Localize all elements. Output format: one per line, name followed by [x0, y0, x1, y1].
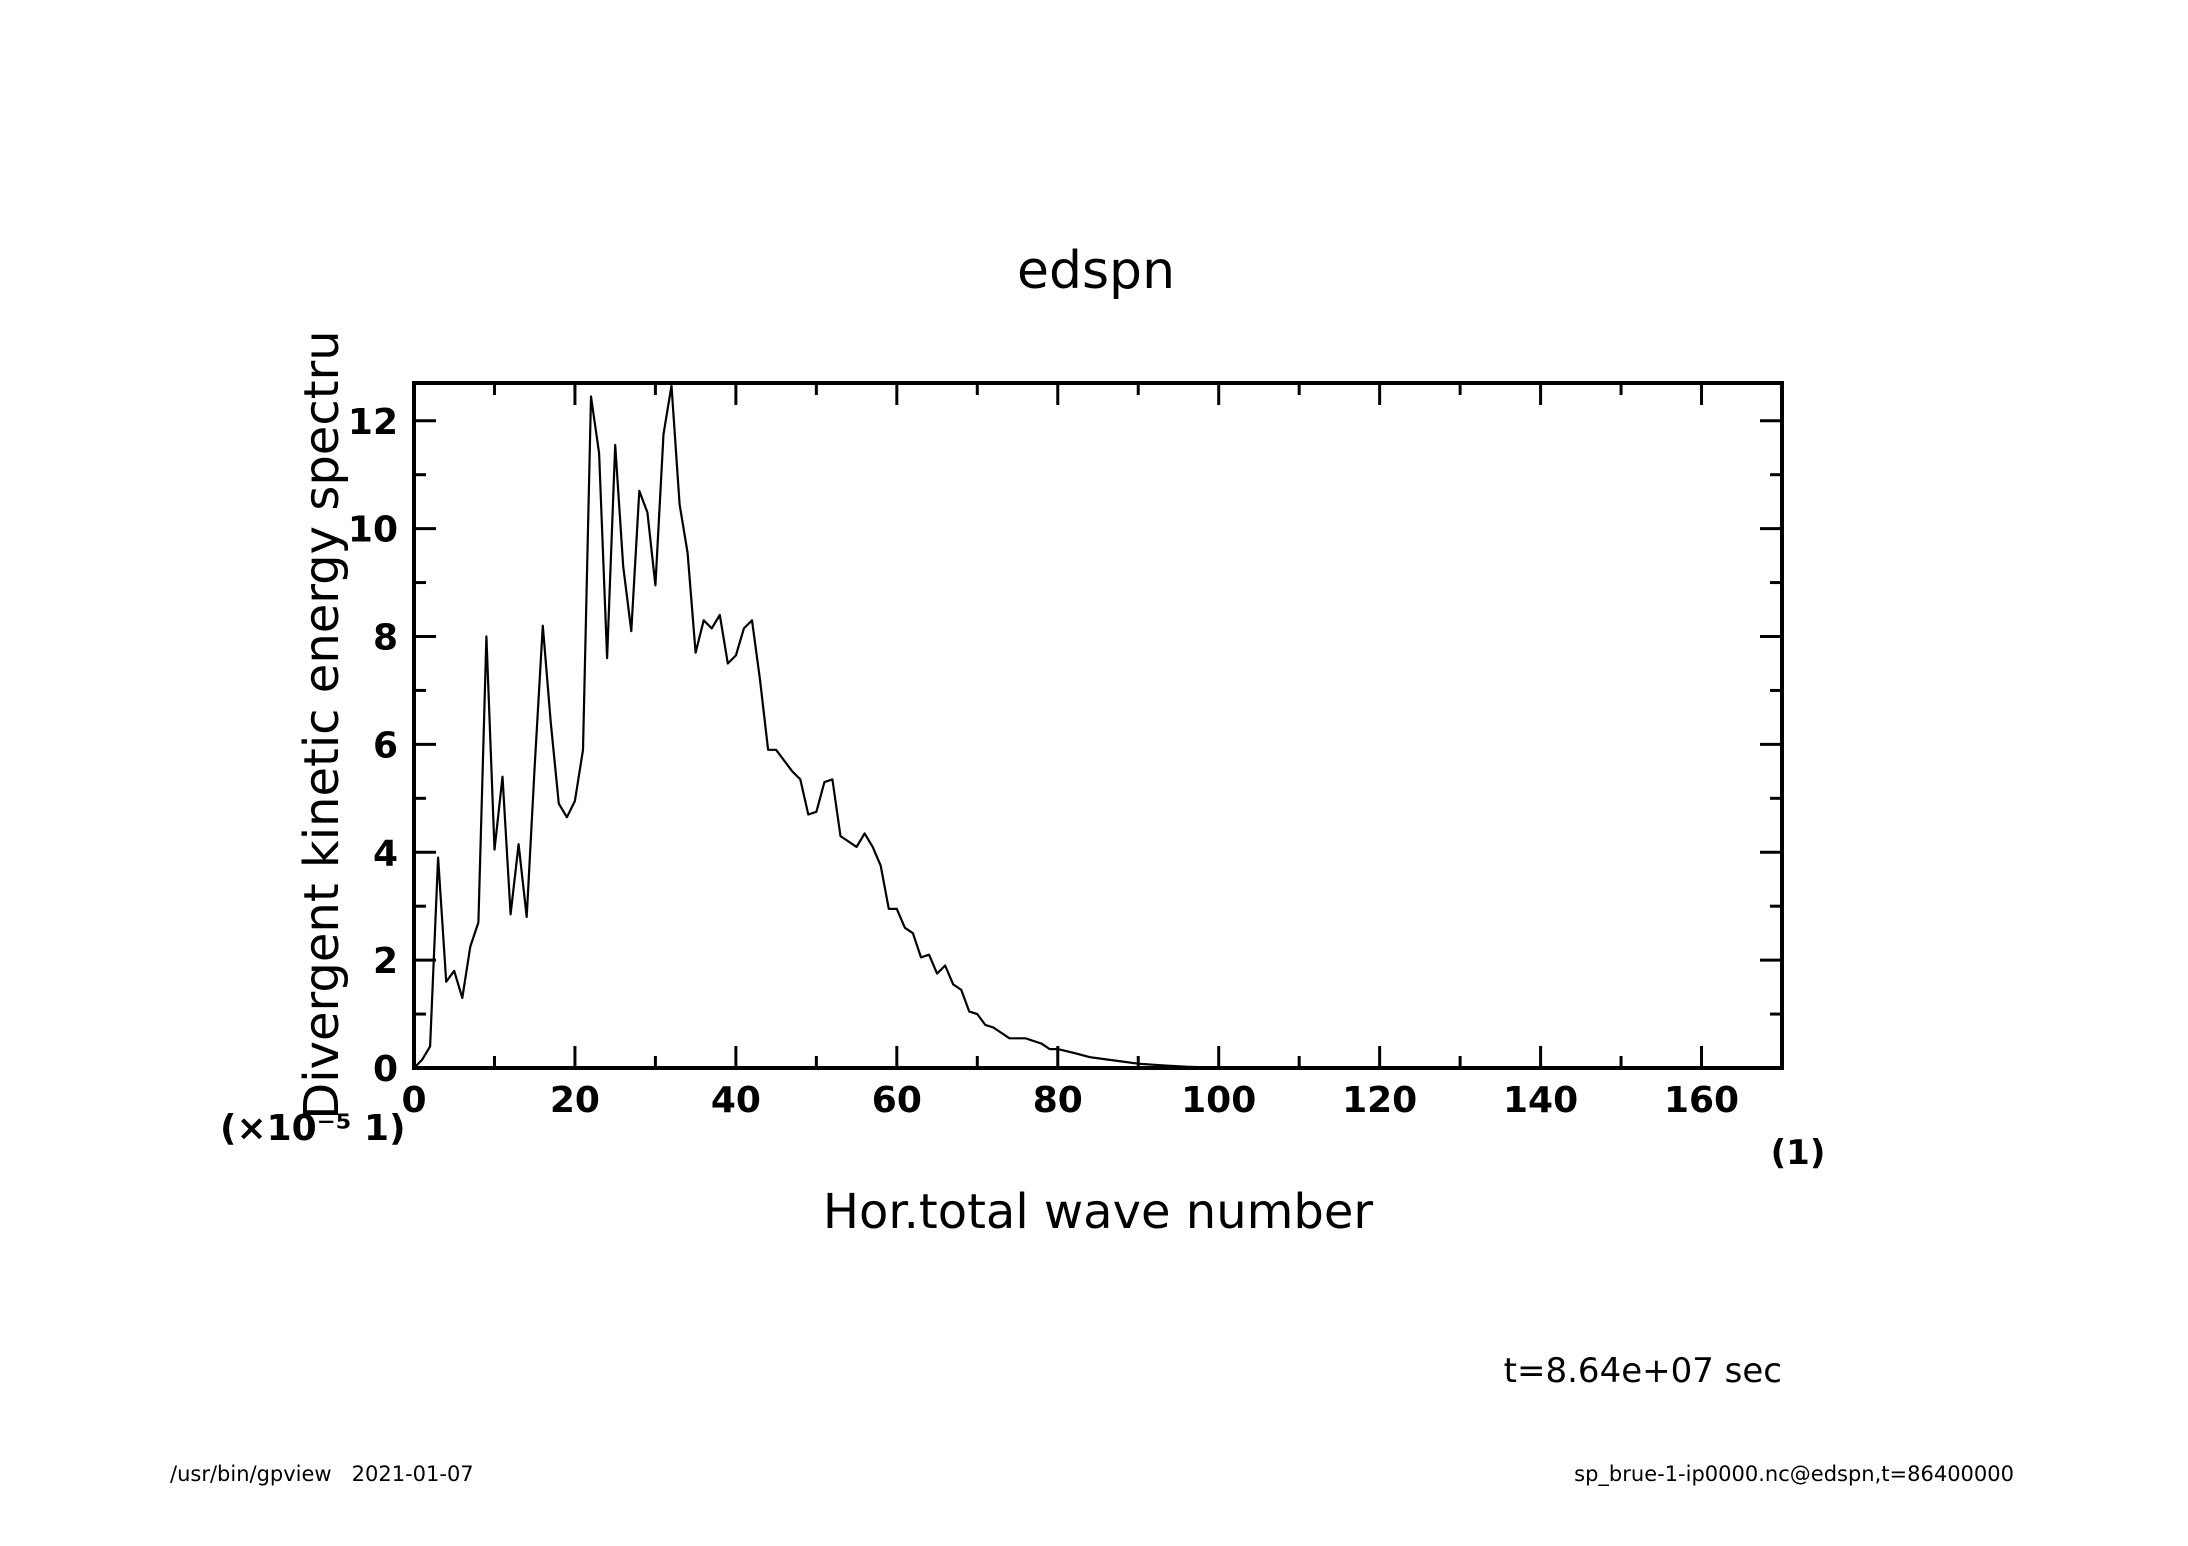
- x-axis-label: Hor.total wave number: [823, 1184, 1374, 1240]
- y-tick-label: 6: [373, 725, 398, 766]
- y-tick-label: 8: [373, 618, 398, 659]
- x-tick-label: 40: [711, 1080, 761, 1121]
- footer-right: sp_brue-1-ip0000.nc@edspn,t=86400000: [1574, 1462, 2014, 1487]
- x-tick-label: 80: [1033, 1080, 1083, 1121]
- x-tick-label: 140: [1503, 1080, 1578, 1121]
- y-axis-unit: (×10⁻⁵ 1): [220, 1108, 406, 1149]
- plot-frame: [412, 381, 1784, 1070]
- x-tick-label: 120: [1342, 1080, 1417, 1121]
- x-tick-labels: 0 20 40 60 80 100 120 140 160: [401, 1080, 1739, 1121]
- y-tick-label: 10: [348, 510, 398, 551]
- x-tick-label: 60: [872, 1080, 922, 1121]
- axis-ticks: [412, 383, 1784, 1070]
- y-tick-label: 4: [373, 833, 398, 874]
- y-axis-label: Divergent kinetic energy spectru: [294, 330, 350, 1119]
- footer-left: /usr/bin/gpview 2021-01-07: [170, 1462, 474, 1486]
- y-tick-label: 2: [373, 941, 398, 982]
- x-tick-label: 160: [1664, 1080, 1739, 1121]
- x-tick-label: 20: [550, 1080, 600, 1121]
- x-tick-label: 0: [401, 1080, 426, 1121]
- y-tick-labels: 0 2 4 6 8 10 12: [348, 402, 398, 1090]
- y-tick-label: 12: [348, 402, 398, 443]
- series-line: [413, 384, 1782, 1070]
- y-tick-label: 0: [373, 1049, 398, 1090]
- time-annotation: t=8.64e+07 sec: [1504, 1351, 1782, 1391]
- x-tick-label: 100: [1181, 1080, 1256, 1121]
- x-axis-unit: (1): [1771, 1133, 1826, 1173]
- chart-title: edspn: [1017, 241, 1175, 301]
